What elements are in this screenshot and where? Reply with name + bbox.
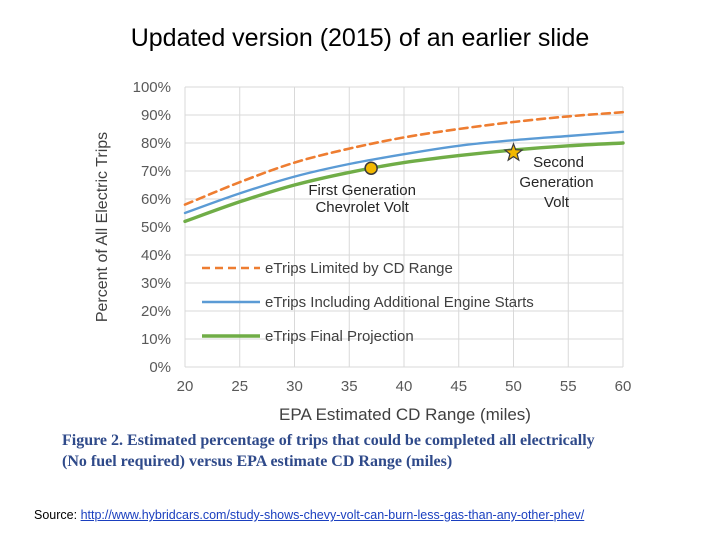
series-line-1 — [183, 110, 625, 206]
legend-label-1: eTrips Limited by CD Range — [265, 260, 453, 277]
y-tick-label: 60% — [141, 191, 171, 208]
series-line-2 — [183, 130, 625, 215]
x-tick-label: 50 — [505, 378, 522, 395]
y-tick-label: 40% — [141, 247, 171, 264]
first-gen-label-line-2: Chevrolet Volt — [315, 199, 409, 216]
y-tick-label: 100% — [133, 79, 171, 96]
x-tick-label: 60 — [615, 378, 632, 395]
y-tick-label: 10% — [141, 331, 171, 348]
x-tick-label: 25 — [231, 378, 248, 395]
y-tick-label: 20% — [141, 303, 171, 320]
source-label: Source: — [34, 508, 78, 522]
y-tick-label: 30% — [141, 275, 171, 292]
second-gen-label-line-1: Second — [533, 154, 584, 171]
y-tick-label: 50% — [141, 219, 171, 236]
series-line-3 — [183, 141, 625, 224]
chart-series — [183, 110, 625, 224]
x-tick-label: 35 — [341, 378, 358, 395]
x-tick-label: 20 — [177, 378, 194, 395]
second-gen-label-line-3: Volt — [544, 194, 570, 211]
line-chart: 0% 10% 20% 30% 40% 50% 60% 70% 80% 90% 100% 20 25 30… — [94, 79, 632, 424]
caption-line-1: Figure 2. Estimated percentage of trips … — [62, 432, 595, 449]
y-axis-ticks: 0% 10% 20% 30% 40% 50% 60% 70% 80% 90% 100% — [133, 79, 171, 376]
chart-grid — [184, 86, 624, 368]
second-gen-volt-marker — [503, 142, 524, 162]
x-tick-label: 30 — [286, 378, 303, 395]
x-axis-label: EPA Estimated CD Range (miles) — [279, 405, 531, 424]
source-note: Source: http://www.hybridcars.com/study-… — [34, 508, 584, 522]
x-tick-label: 55 — [560, 378, 577, 395]
chart-legend: eTrips Limited by CD Range eTrips Includi… — [202, 260, 534, 345]
y-tick-label: 90% — [141, 107, 171, 124]
first-gen-label-line-1: First Generation — [308, 182, 416, 199]
caption-line-2: (No fuel required) versus EPA estimate C… — [62, 453, 453, 470]
legend-label-2: eTrips Including Additional Engine Start… — [265, 294, 534, 311]
legend-label-3: eTrips Final Projection — [265, 328, 414, 345]
slide-title: Updated version (2015) of an earlier sli… — [130, 24, 590, 52]
x-tick-label: 45 — [450, 378, 467, 395]
x-axis-ticks: 20 25 30 35 40 45 50 55 60 — [177, 378, 632, 395]
source-link[interactable]: http://www.hybridcars.com/study-shows-ch… — [80, 508, 585, 522]
y-tick-label: 70% — [141, 163, 171, 180]
figure-caption: Figure 2. Estimated percentage of trips … — [62, 430, 702, 472]
y-tick-label: 0% — [149, 359, 171, 376]
y-axis-label: Percent of All Electric Trips — [94, 132, 111, 322]
second-gen-label-line-2: Generation — [519, 174, 593, 191]
y-tick-label: 80% — [141, 135, 171, 152]
first-gen-volt-marker — [364, 161, 378, 175]
x-tick-label: 40 — [396, 378, 413, 395]
